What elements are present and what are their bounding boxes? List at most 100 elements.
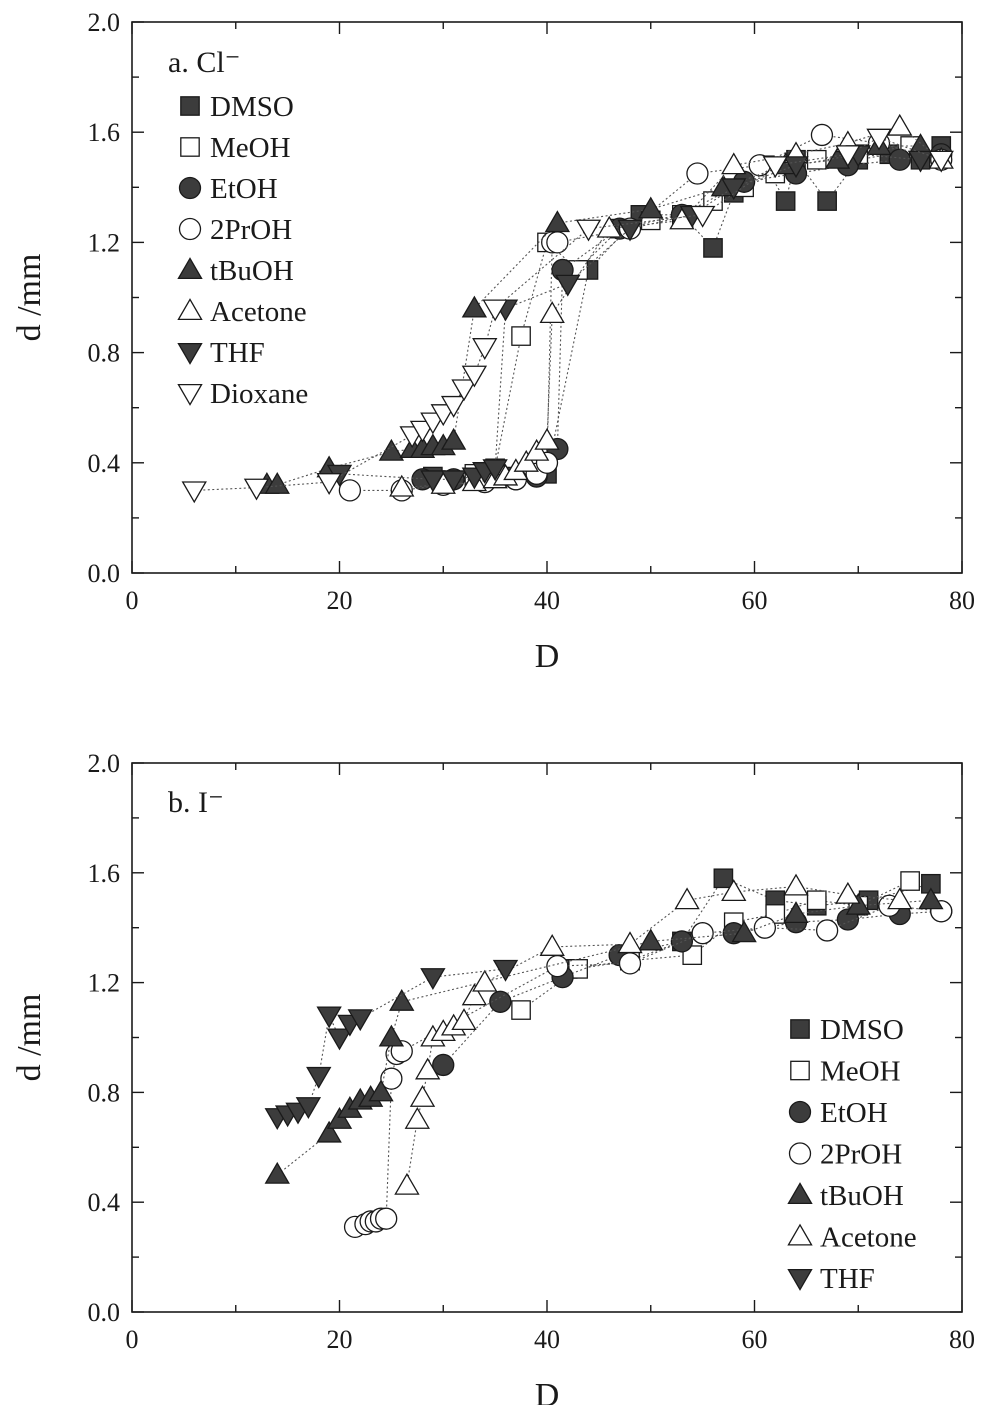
- legend-marker-tbuoh: [787, 1182, 813, 1205]
- data-point-tbuoh: [783, 901, 809, 924]
- legend-label-thf: THF: [820, 1263, 875, 1295]
- data-point-etoh: [888, 148, 911, 171]
- data-point-tbuoh: [918, 887, 944, 910]
- data-point-acetone: [721, 879, 747, 902]
- data-point-acetone: [887, 887, 913, 910]
- legend-marker-dmso: [180, 96, 200, 116]
- x-tick-label: 20: [327, 1325, 353, 1354]
- data-point-2proh: [380, 1067, 403, 1090]
- data-point-acetone: [451, 1008, 477, 1031]
- data-point-dioxane: [482, 299, 508, 322]
- y-tick-label: 0.8: [88, 1078, 121, 1107]
- data-point-2proh: [815, 919, 839, 942]
- data-point-tbuoh: [326, 1106, 353, 1129]
- data-point-2proh: [338, 479, 362, 502]
- y-tick-label: 1.6: [88, 859, 121, 888]
- data-point-acetone: [674, 887, 700, 910]
- data-point-dmso: [817, 191, 837, 211]
- series-etoh: [432, 900, 953, 1077]
- data-point-dioxane: [451, 379, 477, 402]
- legend-label-dioxane: Dioxane: [210, 378, 308, 410]
- data-point-thf: [295, 1097, 322, 1119]
- x-tick-label: 60: [742, 1325, 768, 1354]
- data-point-acetone: [513, 449, 539, 472]
- y-axis-label: d /mm: [11, 254, 48, 342]
- data-point-2proh: [375, 1207, 398, 1230]
- series-line-etoh: [422, 153, 942, 480]
- data-point-thf: [347, 1009, 373, 1032]
- data-point-meoh: [900, 871, 920, 891]
- legend-marker-tbuoh: [177, 257, 203, 280]
- legend-label-meoh: MeOH: [820, 1056, 901, 1088]
- legend-marker-dioxane: [177, 383, 203, 406]
- x-tick-label: 40: [534, 586, 560, 615]
- x-tick-label: 0: [126, 1325, 139, 1354]
- legend-marker-2proh: [788, 1142, 812, 1165]
- data-point-acetone: [404, 1106, 430, 1129]
- data-point-dioxane: [928, 150, 954, 173]
- data-point-acetone: [409, 1085, 436, 1107]
- data-point-thf: [617, 219, 643, 242]
- data-point-dmso: [713, 868, 734, 889]
- series-line-meoh: [520, 880, 911, 1011]
- data-point-2proh: [810, 123, 834, 147]
- legend-marker-etoh: [788, 1100, 812, 1124]
- data-point-dioxane: [316, 473, 342, 495]
- data-point-2proh: [753, 916, 777, 939]
- legend: DMSO MeOH EtOH 2PrOH tBuOH Acetone THF: [787, 1014, 917, 1295]
- y-tick-label: 1.2: [88, 969, 121, 998]
- legend-label-tbuoh: tBuOH: [820, 1180, 904, 1212]
- data-point-thf: [326, 1028, 353, 1051]
- data-point-thf: [492, 959, 519, 982]
- data-point-tbuoh: [544, 210, 571, 233]
- series-tbuoh: [264, 887, 944, 1184]
- panel-title: b. I⁻: [168, 786, 224, 819]
- data-point-dioxane: [440, 395, 467, 418]
- series-thf: [264, 959, 519, 1130]
- data-point-tbuoh: [389, 988, 415, 1011]
- data-point-tbuoh: [845, 892, 871, 915]
- legend-marker-2proh: [178, 217, 202, 241]
- data-point-thf: [420, 968, 446, 990]
- data-point-acetone: [539, 301, 565, 324]
- data-point-tbuoh: [731, 920, 757, 943]
- data-point-acetone: [394, 1172, 420, 1195]
- data-point-acetone: [783, 873, 809, 896]
- data-point-dioxane: [575, 219, 602, 242]
- y-tick-label: 0.4: [88, 1188, 121, 1217]
- data-point-dioxane: [835, 145, 861, 168]
- data-point-thf: [316, 1006, 342, 1029]
- data-point-2proh: [618, 952, 642, 975]
- y-tick-label: 1.2: [88, 228, 121, 257]
- data-point-dmso: [703, 238, 723, 258]
- legend-label-2proh: 2PrOH: [210, 214, 292, 246]
- data-point-dioxane: [243, 478, 270, 501]
- legend-label-dmso: DMSO: [210, 91, 294, 123]
- series-line-acetone: [401, 126, 942, 489]
- data-point-meoh: [511, 1000, 531, 1020]
- data-point-thf: [482, 459, 508, 482]
- series-line-meoh: [474, 145, 911, 475]
- legend-label-acetone: Acetone: [210, 296, 307, 328]
- legend-marker-thf: [177, 342, 203, 365]
- data-point-thf: [783, 156, 809, 179]
- data-point-acetone: [539, 934, 565, 956]
- data-point-2proh: [691, 922, 714, 945]
- x-tick-label: 40: [534, 1325, 560, 1354]
- data-point-acetone: [461, 983, 488, 1006]
- data-point-etoh: [489, 990, 512, 1013]
- legend-label-acetone: Acetone: [820, 1222, 917, 1254]
- data-point-dioxane: [689, 205, 716, 228]
- x-tick-label: 0: [126, 586, 139, 615]
- data-point-dioxane: [762, 156, 788, 179]
- data-point-etoh: [432, 1053, 455, 1077]
- data-point-dmso: [775, 191, 796, 211]
- legend: DMSO MeOH EtOH 2PrOH tBuOH Acetone THF Dioxane: [177, 91, 308, 410]
- data-point-thf: [420, 470, 446, 493]
- y-tick-label: 0.4: [88, 449, 121, 478]
- x-tick-label: 60: [742, 586, 768, 615]
- y-tick-label: 0.0: [88, 559, 121, 588]
- series-line-dmso: [567, 877, 932, 970]
- data-point-acetone: [534, 427, 560, 450]
- data-point-dioxane: [866, 128, 892, 151]
